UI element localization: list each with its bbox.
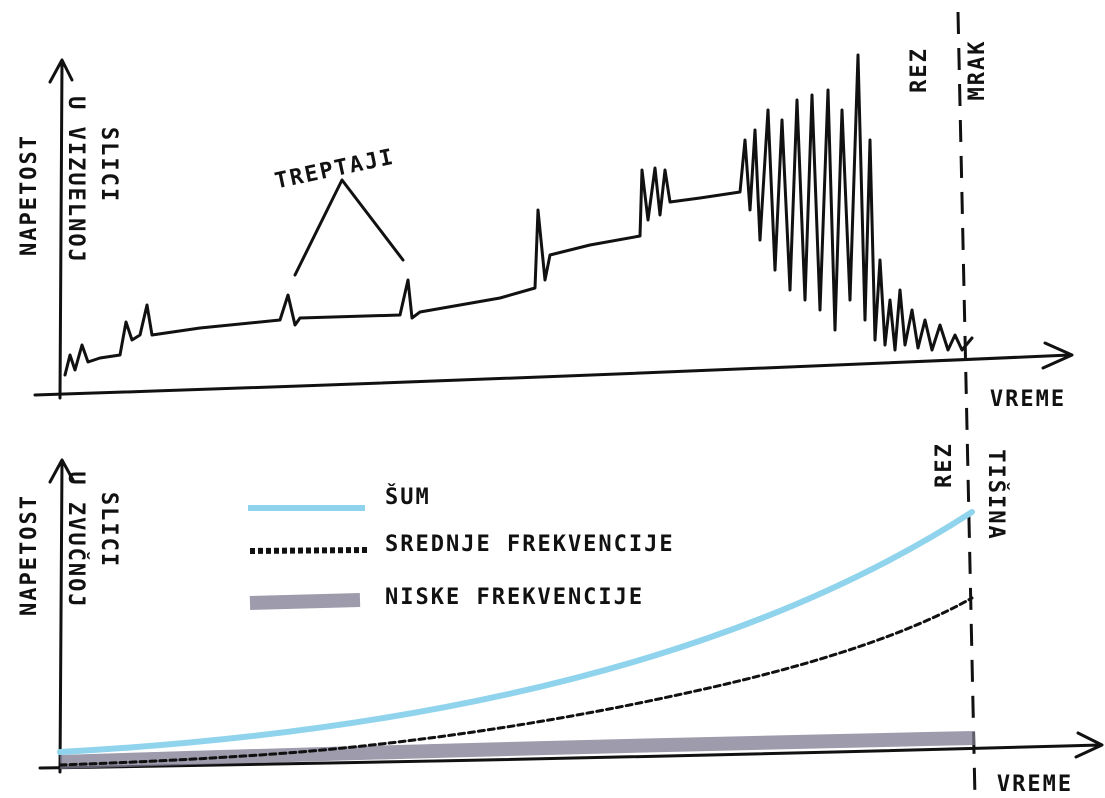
x-label: VREME [997, 772, 1073, 797]
legend-label: NISKE FREKVENCIJE [385, 585, 644, 610]
y-label: U VIZUELNOJ [63, 96, 88, 264]
cut-label: REZ [907, 47, 932, 93]
legend-label: SREDNJE FREKVENCIJE [385, 532, 675, 557]
y-label: SLICI [96, 127, 121, 203]
cut-label: REZ [932, 442, 957, 488]
annotation: TREPTAJI [273, 145, 398, 195]
legend-swatch [250, 550, 368, 551]
y-label: NAPETOST [17, 494, 42, 616]
annotation-pointer [295, 180, 403, 275]
sketch: TREPTAJI NAPETOST U VIZUELNOJ SLICI REZ … [0, 0, 1105, 798]
x-axis [35, 343, 1072, 395]
visual-tension-curve [65, 55, 972, 375]
y-label: SLICI [96, 492, 121, 568]
after-cut-label: MRAK [965, 40, 990, 101]
top-panel: TREPTAJI NAPETOST U VIZUELNOJ SLICI REZ … [17, 40, 1072, 412]
after-cut-label: TIŠINA [983, 449, 1009, 540]
cut-line [958, 12, 975, 798]
legend-swatch [250, 600, 360, 603]
y-label: U ZVUČNOJ [63, 471, 89, 608]
y-label: NAPETOST [17, 134, 42, 256]
legend-label: ŠUM [385, 484, 431, 510]
bottom-panel: ŠUM SREDNJE FREKVENCIJE NISKE FREKVENCIJ… [17, 442, 1102, 797]
x-label: VREME [990, 387, 1066, 412]
